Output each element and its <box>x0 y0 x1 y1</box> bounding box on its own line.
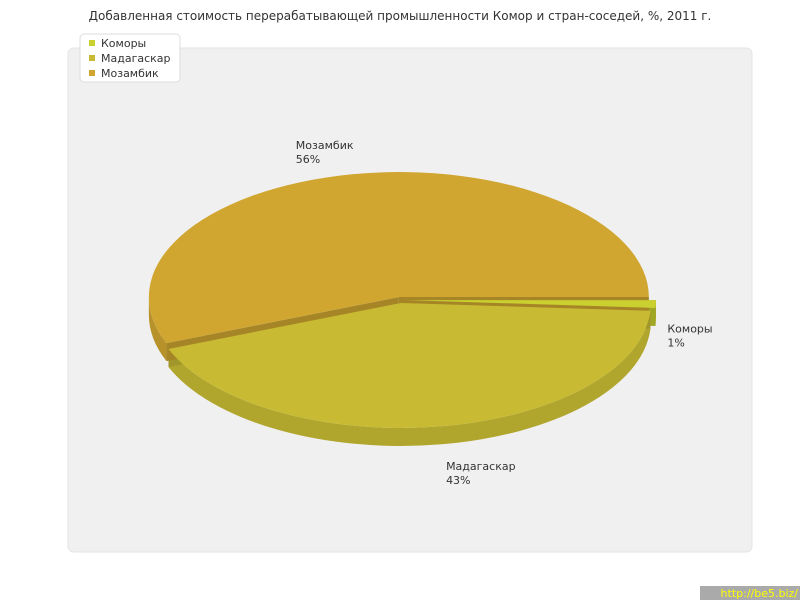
slice-value-label: 43% <box>446 474 470 487</box>
slice-value-label: 1% <box>667 337 684 350</box>
slice-label: Мадагаскар <box>446 460 516 473</box>
slice <box>168 302 651 428</box>
legend-label: Коморы <box>101 37 146 50</box>
slice-label: Мозамбик <box>296 139 354 152</box>
legend-swatch <box>89 55 95 61</box>
slice-label: Коморы <box>667 323 712 336</box>
chart-title: Добавленная стоимость перерабатывающей п… <box>89 9 712 23</box>
slice <box>405 300 656 308</box>
legend-swatch <box>89 40 95 46</box>
slice-side <box>148 297 167 362</box>
legend-label: Мадагаскар <box>101 52 171 65</box>
legend-swatch <box>89 70 95 76</box>
watermark-bg <box>700 586 800 600</box>
slice-side <box>168 310 651 446</box>
legend <box>79 33 181 83</box>
tops <box>148 172 656 428</box>
legend-label: Мозамбик <box>101 67 159 80</box>
slice-value-label: 56% <box>296 153 320 166</box>
slice <box>148 172 649 344</box>
watermark: http://be5.biz/ <box>721 587 799 600</box>
